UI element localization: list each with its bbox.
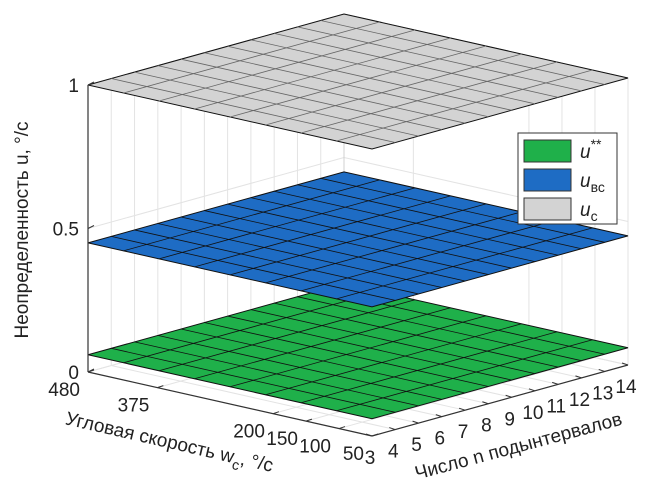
- legend-swatch: [523, 168, 572, 192]
- y-axis-label: Угловая скорость wc, °/с: [63, 409, 276, 481]
- legend-label-sub: вс: [591, 179, 605, 195]
- legend-label-main: u: [580, 142, 591, 163]
- surface-mesh: [300, 331, 558, 404]
- y-axis: [87, 371, 373, 437]
- legend-label: uс: [580, 200, 598, 224]
- tick-mark: [157, 385, 164, 389]
- surface-mesh: [229, 203, 487, 276]
- x-tick-label: 3: [365, 448, 376, 469]
- y-tick-label: 100: [299, 437, 331, 458]
- surface-mesh: [123, 291, 380, 364]
- legend-label-main: u: [580, 200, 591, 221]
- surface-mesh: [229, 45, 487, 118]
- surface-mesh: [336, 227, 593, 300]
- y-axis-label-main: Угловая скорость w: [63, 409, 236, 468]
- surface-mesh: [123, 21, 380, 94]
- x-tick-label: 6: [435, 429, 446, 450]
- x-axis: [371, 364, 629, 437]
- tick-mark: [87, 369, 95, 373]
- z-axis-label: Неопределенность u, °/с: [12, 122, 33, 339]
- x-tick-label: 4: [388, 442, 399, 463]
- tick-mark: [272, 411, 280, 415]
- tick-mark: [435, 414, 442, 418]
- surface-mesh: [123, 179, 380, 252]
- tick-mark: [305, 418, 313, 422]
- grid-line: [87, 157, 345, 229]
- surface-mesh: [265, 211, 522, 284]
- surface-mesh: [229, 315, 487, 388]
- surface-mesh: [336, 69, 593, 142]
- tick-mark: [598, 368, 605, 372]
- grid-line: [338, 357, 596, 430]
- z-tick-label: 1: [68, 76, 79, 97]
- y-tick-label: 375: [118, 396, 150, 417]
- legend-swatch: [523, 139, 572, 163]
- tick-mark: [371, 433, 379, 437]
- z-tick-label: 0: [68, 363, 79, 384]
- legend-label-sup: **: [591, 136, 602, 152]
- surface-mesh: [265, 53, 522, 126]
- surface-mesh: [194, 195, 451, 268]
- legend-label-main: u: [580, 171, 591, 192]
- surface-mesh: [158, 29, 416, 102]
- surface-mesh: [158, 299, 416, 372]
- legend-swatch: [523, 197, 572, 221]
- tick-mark: [87, 225, 95, 229]
- tick-mark: [552, 381, 559, 385]
- x-tick-label: 8: [481, 416, 492, 437]
- surface-mesh: [336, 339, 593, 412]
- x-tick-label: 10: [522, 403, 543, 424]
- grid-line: [111, 365, 396, 431]
- y-tick-label: 200: [233, 422, 265, 443]
- x-tick-label: 5: [411, 435, 422, 456]
- surface-mesh: [194, 307, 451, 380]
- tick-mark: [412, 420, 419, 424]
- x-tick-label: 14: [615, 377, 637, 398]
- tick-mark: [338, 426, 346, 430]
- z-tick-label: 0.5: [53, 220, 79, 241]
- tick-mark: [365, 433, 373, 437]
- surface-mesh: [265, 323, 522, 396]
- legend-label-sub: с: [591, 208, 598, 224]
- y-axis-label-sub: c: [231, 456, 241, 473]
- legend-label: u**: [580, 136, 602, 163]
- y-tick-label: 480: [48, 380, 80, 401]
- x-tick-label: 13: [592, 383, 613, 404]
- tick-mark: [528, 388, 536, 392]
- tick-mark: [482, 401, 489, 405]
- y-axis-label-end: , °/с: [238, 449, 275, 477]
- x-tick-label: 7: [458, 422, 469, 443]
- tick-mark: [621, 362, 629, 366]
- surface-mesh: [300, 219, 558, 292]
- surface-mesh: [194, 37, 451, 110]
- tick-mark: [87, 81, 95, 86]
- surface-mesh: [158, 187, 416, 260]
- y-tick-label: 150: [266, 429, 298, 450]
- x-tick-label: 12: [569, 390, 590, 411]
- tick-mark: [458, 407, 466, 411]
- y-tick-label: 50: [343, 444, 364, 465]
- tick-mark: [575, 375, 582, 379]
- surface-mesh: [300, 61, 558, 134]
- tick-mark: [505, 394, 512, 398]
- legend-label: uвс: [580, 171, 605, 195]
- tick-mark: [389, 427, 396, 431]
- x-tick-label: 9: [504, 409, 515, 430]
- x-tick-label: 11: [546, 396, 566, 417]
